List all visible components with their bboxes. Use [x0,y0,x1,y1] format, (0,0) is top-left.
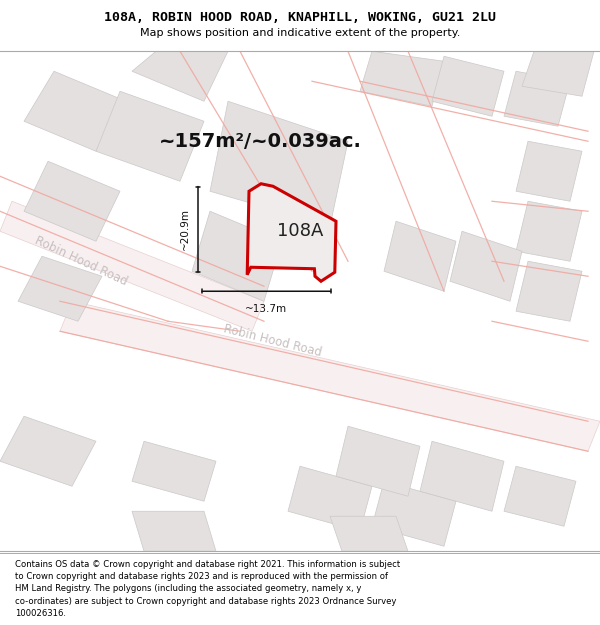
Text: 108A, ROBIN HOOD ROAD, KNAPHILL, WOKING, GU21 2LU: 108A, ROBIN HOOD ROAD, KNAPHILL, WOKING,… [104,11,496,24]
Polygon shape [372,481,456,546]
Polygon shape [384,221,456,291]
Polygon shape [450,231,522,301]
Polygon shape [257,192,329,270]
Polygon shape [132,511,216,551]
Polygon shape [504,466,576,526]
Polygon shape [432,56,504,116]
Polygon shape [210,101,348,226]
Text: ~13.7m: ~13.7m [245,304,287,314]
Polygon shape [522,51,594,96]
Text: Contains OS data © Crown copyright and database right 2021. This information is : Contains OS data © Crown copyright and d… [15,560,400,618]
Text: Robin Hood Road: Robin Hood Road [33,234,130,288]
Polygon shape [247,184,336,281]
Polygon shape [0,201,264,331]
Text: Robin Hood Road: Robin Hood Road [222,322,323,360]
Polygon shape [516,261,582,321]
Text: 108A: 108A [277,222,323,240]
Polygon shape [132,51,228,101]
Polygon shape [132,441,216,501]
Polygon shape [18,256,102,321]
Text: ~20.9m: ~20.9m [180,208,190,250]
Polygon shape [360,51,444,106]
Polygon shape [24,71,126,151]
Polygon shape [330,516,408,551]
Polygon shape [420,441,504,511]
Polygon shape [192,211,282,301]
Polygon shape [288,466,372,531]
Polygon shape [336,426,420,496]
Polygon shape [96,91,204,181]
Text: Map shows position and indicative extent of the property.: Map shows position and indicative extent… [140,28,460,38]
Polygon shape [516,141,582,201]
Polygon shape [0,416,96,486]
Polygon shape [504,71,570,126]
Polygon shape [24,161,120,241]
Polygon shape [60,301,600,451]
Polygon shape [516,201,582,261]
Text: ~157m²/~0.039ac.: ~157m²/~0.039ac. [159,132,362,151]
